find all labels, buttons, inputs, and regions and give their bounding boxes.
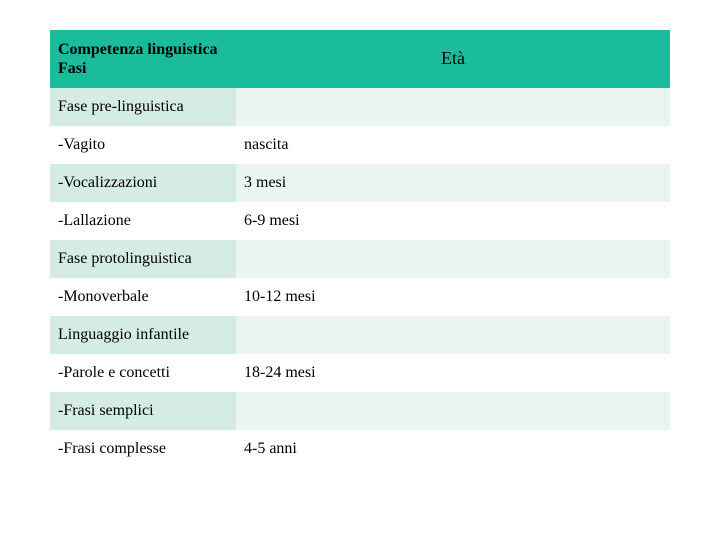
phase-cell: -Monoverbale — [50, 278, 236, 316]
header-phase-line1: Competenza linguistica — [58, 41, 218, 58]
table-row: -Lallazione6-9 mesi — [50, 202, 670, 240]
age-cell: nascita — [236, 126, 670, 164]
phase-cell: Linguaggio infantile — [50, 316, 236, 354]
age-cell: 18-24 mesi — [236, 354, 670, 392]
table-row: -Vagitonascita — [50, 126, 670, 164]
table-row: Fase protolinguistica — [50, 240, 670, 278]
age-cell — [236, 88, 670, 126]
header-age: Età — [236, 30, 670, 88]
table-header-row: Competenza linguistica Fasi Età — [50, 30, 670, 88]
table-row: -Parole e concetti18-24 mesi — [50, 354, 670, 392]
phase-cell: -Lallazione — [50, 202, 236, 240]
header-phase: Competenza linguistica Fasi — [50, 30, 236, 88]
table-body: Fase pre-linguistica-Vagitonascita-Vocal… — [50, 88, 670, 468]
table-row: -Frasi semplici — [50, 392, 670, 430]
table-row: -Vocalizzazioni3 mesi — [50, 164, 670, 202]
header-phase-line2: Fasi — [58, 60, 86, 77]
phase-cell: -Parole e concetti — [50, 354, 236, 392]
phase-cell: -Frasi semplici — [50, 392, 236, 430]
phase-cell: -Vagito — [50, 126, 236, 164]
table-row: -Frasi complesse4-5 anni — [50, 430, 670, 468]
phase-cell: -Vocalizzazioni — [50, 164, 236, 202]
age-cell — [236, 240, 670, 278]
age-cell: 3 mesi — [236, 164, 670, 202]
phase-cell: Fase pre-linguistica — [50, 88, 236, 126]
age-cell: 10-12 mesi — [236, 278, 670, 316]
age-cell — [236, 316, 670, 354]
age-cell: 4-5 anni — [236, 430, 670, 468]
table-row: -Monoverbale10-12 mesi — [50, 278, 670, 316]
table-row: Fase pre-linguistica — [50, 88, 670, 126]
table-row: Linguaggio infantile — [50, 316, 670, 354]
age-cell: 6-9 mesi — [236, 202, 670, 240]
phase-cell: Fase protolinguistica — [50, 240, 236, 278]
age-cell — [236, 392, 670, 430]
phase-cell: -Frasi complesse — [50, 430, 236, 468]
linguistic-phases-table: Competenza linguistica Fasi Età Fase pre… — [50, 30, 670, 468]
